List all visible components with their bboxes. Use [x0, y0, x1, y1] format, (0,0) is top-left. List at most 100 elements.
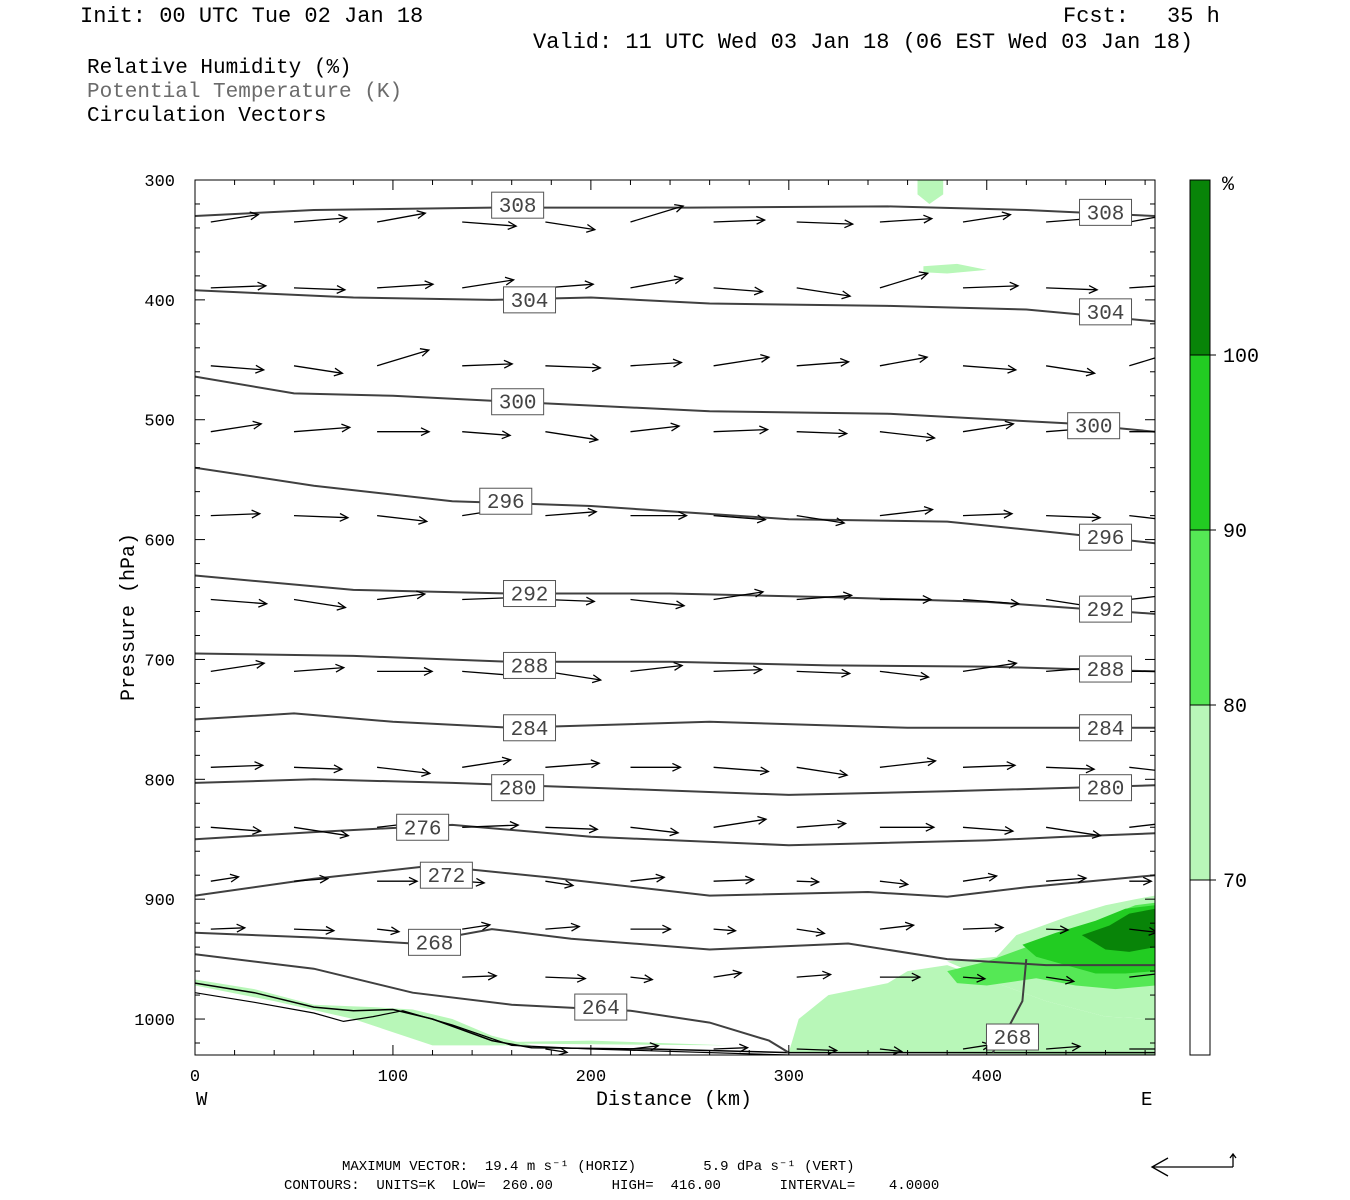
vector-head — [739, 1043, 750, 1053]
vector-shaft — [545, 1048, 568, 1054]
vector-shaft — [1129, 285, 1155, 289]
colorbar-segment-80 — [1189, 529, 1211, 706]
vector-head — [588, 824, 599, 834]
vector-head — [341, 423, 352, 433]
vector-shaft — [377, 928, 400, 933]
vector-shaft — [545, 976, 586, 980]
colorbar-label: 90 — [1223, 521, 1247, 544]
vector-shaft — [796, 514, 845, 524]
vector-head — [251, 509, 262, 519]
vector-shaft — [879, 760, 936, 768]
vector-head — [591, 674, 603, 684]
vector-shaft — [293, 666, 344, 673]
vector-head — [586, 223, 597, 233]
colorbar: 100 90 80 70% — [1189, 174, 1259, 1056]
vector-head — [1173, 428, 1181, 436]
vector-shaft — [796, 1048, 837, 1052]
vector-head — [672, 762, 682, 772]
vector-head — [336, 285, 347, 294]
vector-head — [418, 515, 429, 525]
vector-head — [1001, 211, 1012, 221]
vector-head — [670, 422, 681, 432]
vector-shaft — [630, 876, 665, 882]
vector-head — [815, 927, 826, 937]
vector-shaft — [293, 826, 349, 837]
vector-head — [319, 874, 330, 884]
vector-shaft — [293, 426, 350, 433]
vector-head — [1007, 659, 1018, 669]
vector-shaft — [630, 976, 653, 981]
theta-contours — [195, 205, 1155, 1054]
vector-head — [339, 512, 350, 522]
vector-head — [408, 876, 419, 886]
vector-head — [1177, 281, 1185, 289]
vector-head — [662, 924, 672, 934]
vector-shaft — [796, 361, 849, 367]
rh-fill-layer — [195, 180, 1155, 1055]
theta-contour-304 — [195, 289, 1155, 323]
vector-shaft — [796, 766, 848, 776]
vector-head — [922, 595, 933, 604]
vector-shaft — [962, 764, 1016, 768]
vector-shaft — [962, 976, 985, 980]
vector-head — [1059, 925, 1070, 935]
vector-shaft — [376, 212, 426, 223]
vector-head — [754, 588, 765, 598]
theta-label-box-304 — [1079, 298, 1133, 326]
vector-shaft — [462, 975, 497, 978]
theta-label-box-280 — [1079, 774, 1133, 802]
vector-shaft — [962, 875, 997, 882]
y-axis-title: Pressure (hPa) — [118, 533, 141, 701]
vector-shaft — [210, 662, 265, 673]
theta-label-box-296 — [1079, 523, 1133, 551]
vector-head — [760, 353, 771, 363]
vector-head — [836, 819, 848, 829]
colorbar-segment-below-70 — [1189, 879, 1211, 1056]
vector-shaft — [210, 513, 260, 517]
vector-shaft — [462, 924, 490, 930]
vector-head — [925, 822, 936, 832]
vector-shaft — [713, 287, 763, 293]
forecast-label: Fcst: — [1063, 4, 1130, 29]
vector-shaft — [1046, 766, 1095, 770]
theta-label-box-300 — [1067, 412, 1121, 440]
vector-head — [911, 972, 922, 982]
colorbar-label: 80 — [1223, 696, 1247, 719]
vector-shaft — [377, 283, 434, 289]
vector-head — [643, 974, 654, 984]
vector-shaft — [630, 425, 680, 433]
theta-contour-292 — [195, 574, 1155, 615]
vector-head — [336, 601, 347, 611]
theta-label-308: 308 — [499, 196, 537, 219]
vector-head — [828, 1045, 839, 1055]
vector-head — [1004, 826, 1015, 836]
theta-contour-labels: 308 308 304 304 300 300 296 296 292 292 288 288 284 2… — [396, 191, 1133, 1051]
vector-shaft — [293, 877, 328, 882]
theta-label-box-268 — [985, 1023, 1039, 1051]
vector-shaft — [796, 287, 851, 297]
vector-head — [835, 517, 846, 527]
theta-contour-284 — [195, 712, 1155, 729]
vector-head — [918, 354, 929, 364]
vector-shaft — [962, 365, 1016, 371]
vector-head — [416, 590, 427, 600]
theta-label-288: 288 — [1087, 660, 1125, 683]
theta-label-264: 264 — [582, 998, 620, 1021]
vector-head — [1142, 876, 1153, 886]
vector-head — [919, 671, 930, 681]
vector-shaft — [713, 818, 767, 828]
vector-shaft — [713, 428, 768, 433]
x-tick-label: 300 — [774, 1068, 805, 1087]
theta-label-box-284 — [1079, 714, 1133, 742]
colorbar-label: 100 — [1223, 346, 1259, 369]
vector-shaft — [1046, 365, 1095, 374]
colorbar-segment-70 — [1189, 704, 1211, 881]
vector-shaft — [210, 927, 245, 930]
colorbar-segment-100 — [1189, 179, 1211, 356]
vector-head — [1176, 668, 1184, 676]
theta-label-300: 300 — [1075, 417, 1113, 440]
vector-shaft — [879, 508, 933, 517]
vector-shaft — [1129, 766, 1155, 771]
vector-shaft — [879, 670, 929, 678]
